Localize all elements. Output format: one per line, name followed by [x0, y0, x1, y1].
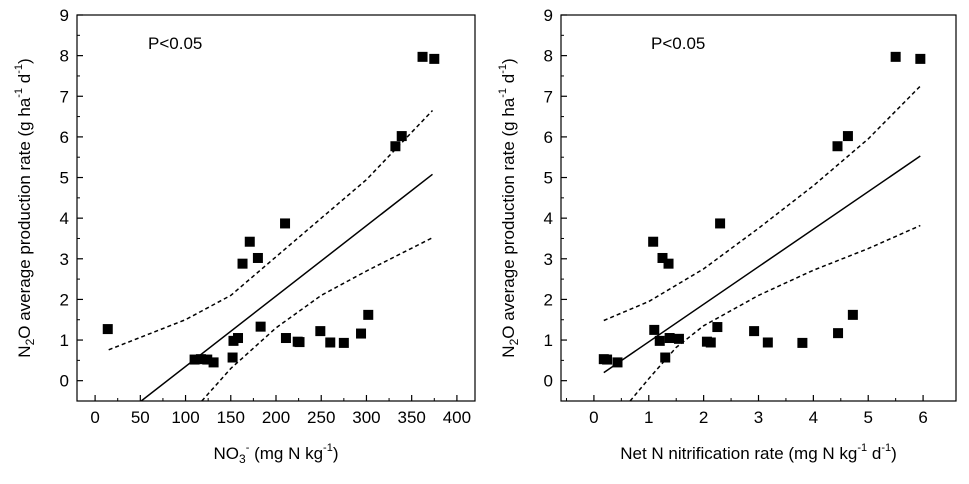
lower-confidence-line: [629, 224, 921, 401]
regression-line: [140, 173, 433, 401]
data-point: [338, 337, 349, 348]
data-point: [648, 236, 659, 247]
data-point: [657, 252, 668, 263]
data-point: [280, 333, 291, 344]
plot-frame: [560, 14, 957, 402]
y-tick-label: 6: [544, 128, 553, 147]
data-point: [715, 218, 726, 229]
data-point: [356, 328, 367, 339]
data-point: [663, 258, 674, 269]
y-tick-label: 4: [544, 209, 553, 228]
data-point: [673, 333, 684, 344]
x-tick-label: 2: [699, 408, 708, 427]
x-tick-label: 250: [307, 408, 335, 427]
y-tick-label: 8: [60, 47, 69, 66]
y-tick-label: 0: [60, 372, 69, 391]
data-point: [705, 337, 716, 348]
data-point: [649, 324, 660, 335]
y-tick-label: 7: [60, 87, 69, 106]
data-point: [208, 357, 219, 368]
data-point: [762, 337, 773, 348]
y-axis-label: N2O average production rate (g ha-1 d-1): [497, 58, 521, 357]
y-tick-label: 3: [544, 250, 553, 269]
data-point: [390, 141, 401, 152]
data-point: [252, 252, 263, 263]
y-tick-label: 1: [60, 331, 69, 350]
data-point: [233, 333, 244, 344]
x-tick-label: 5: [863, 408, 872, 427]
data-point: [363, 309, 374, 320]
x-axis-label: NO3- (mg N kg-1): [214, 442, 339, 466]
plot-frame: [76, 14, 476, 402]
x-tick-label: 400: [443, 408, 471, 427]
data-point: [315, 326, 326, 337]
x-axis-label: Net N nitrification rate (mg N kg-1 d-1): [620, 442, 897, 463]
y-tick-label: 7: [544, 87, 553, 106]
data-point: [237, 258, 248, 269]
data-point: [833, 328, 844, 339]
data-point: [396, 131, 407, 142]
data-point: [890, 51, 901, 62]
data-point: [417, 51, 428, 62]
chart-panel-2: 0 1 2 3 4 5 6 0 1 2 3 4 5 6 7 8 9 P<0.05 Net N nitrificati…: [497, 6, 957, 463]
y-tick-label: 4: [60, 209, 69, 228]
fit-lines: [108, 109, 434, 401]
lower-confidence-line: [201, 237, 433, 401]
x-tick-label: 0: [589, 408, 598, 427]
x-tick-label: 300: [352, 408, 380, 427]
data-point: [280, 218, 291, 229]
x-tick-label: 100: [171, 408, 199, 427]
data-point: [612, 357, 623, 368]
data-point: [842, 131, 853, 142]
y-tick-label: 2: [544, 290, 553, 309]
data-point: [915, 53, 926, 64]
data-point: [325, 337, 336, 348]
data-point: [195, 354, 206, 365]
data-point: [255, 321, 266, 332]
x-tick-label: 1: [644, 408, 653, 427]
data-point: [429, 53, 440, 64]
data-point: [102, 324, 113, 335]
y-tick-label: 5: [60, 169, 69, 188]
x-tick-label: 50: [131, 408, 150, 427]
x-tick-label: 350: [397, 408, 425, 427]
data-point: [189, 354, 200, 365]
data-point: [832, 141, 843, 152]
data-point: [797, 337, 808, 348]
data-point: [602, 354, 613, 365]
y-tick-label: 9: [544, 6, 553, 25]
data-point: [202, 354, 213, 365]
x-tick-label: 200: [262, 408, 290, 427]
y-tick-label: 0: [544, 372, 553, 391]
data-point: [244, 236, 255, 247]
x-tick-label: 0: [90, 408, 99, 427]
data-point: [660, 352, 671, 363]
y-axis-label: N2O average production rate (g ha-1 d-1): [13, 58, 37, 357]
x-tick-label: 6: [918, 408, 927, 427]
significance-label: P<0.05: [651, 34, 705, 53]
y-tick-label: 1: [544, 331, 553, 350]
x-tick-label: 4: [809, 408, 818, 427]
y-tick-label: 6: [60, 128, 69, 147]
upper-confidence-line: [108, 109, 434, 351]
x-tick-label: 150: [217, 408, 245, 427]
data-point: [749, 326, 760, 337]
y-tick-label: 5: [544, 169, 553, 188]
chart-panel-1: 0 50 100 150 200 250 300 350 400 0 1 2 3 4 5 6 7 8 9 P<0.05…: [13, 6, 476, 466]
x-tick-label: 3: [754, 408, 763, 427]
data-point: [712, 322, 723, 333]
significance-label: P<0.05: [148, 34, 202, 53]
y-tick-label: 9: [60, 6, 69, 25]
regression-line: [603, 155, 921, 374]
data-point: [294, 337, 305, 348]
y-tick-label: 8: [544, 47, 553, 66]
y-tick-label: 2: [60, 290, 69, 309]
data-point: [847, 309, 858, 320]
upper-confidence-line: [603, 85, 921, 322]
data-point: [654, 335, 665, 346]
y-tick-label: 3: [60, 250, 69, 269]
data-point: [227, 352, 238, 363]
data-point: [664, 333, 675, 344]
